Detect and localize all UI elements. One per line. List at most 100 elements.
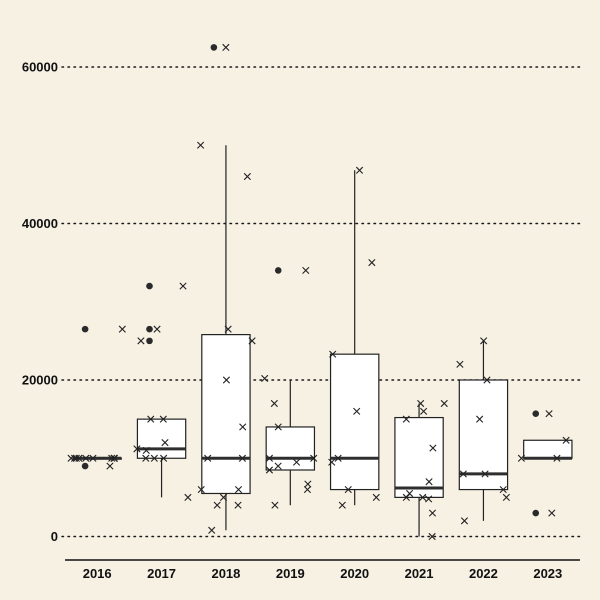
jitter-point (274, 462, 282, 470)
jitter-point (142, 454, 150, 462)
jitter-point (355, 166, 364, 174)
jitter-point (440, 399, 448, 408)
data-points (67, 43, 570, 541)
jitter-point (517, 454, 526, 462)
x-tick-label: 2018 (211, 566, 240, 581)
jitter-point (153, 325, 161, 333)
x-tick-label: 2021 (405, 566, 434, 581)
jitter-point (142, 446, 150, 455)
box-body (523, 439, 573, 459)
jitter-point (428, 532, 436, 541)
jitter-point (456, 360, 464, 368)
boxes (72, 44, 573, 537)
jitter-point (197, 485, 205, 494)
box-body (394, 416, 444, 498)
jitter-point (222, 43, 230, 51)
jitter-point (328, 458, 336, 466)
jitter-point (89, 454, 97, 462)
jitter-point (184, 493, 192, 501)
jitter-point (338, 501, 346, 509)
jitter-point (425, 495, 433, 503)
jitter-point (353, 407, 361, 415)
box-2019 (265, 267, 316, 506)
jitter-point (502, 493, 510, 501)
jitter-point (234, 485, 243, 494)
outlier-point (81, 462, 89, 470)
jitter-point (562, 436, 570, 444)
jitter-point (271, 501, 279, 509)
jitter-point (402, 493, 410, 501)
jitter-point (160, 454, 168, 462)
box-2016 (72, 325, 122, 470)
jitter-point (108, 454, 116, 462)
jitter-point (344, 485, 352, 494)
jitter-point (419, 493, 427, 501)
jitter-point (553, 454, 561, 462)
x-tick-label: 2019 (276, 566, 305, 581)
jitter-point (460, 517, 469, 525)
box-body (201, 334, 251, 495)
jitter-point (219, 493, 228, 501)
outlier-point (532, 509, 540, 517)
jitter-point (310, 454, 318, 462)
jitter-point (67, 454, 75, 462)
jitter-point (82, 454, 90, 462)
jitter-point (75, 454, 83, 462)
jitter-point (118, 325, 126, 333)
jitter-point (224, 325, 232, 333)
box-2017 (136, 282, 187, 498)
outlier-point (532, 410, 540, 417)
box-body (265, 426, 316, 471)
jitter-point (72, 454, 80, 462)
jitter-point (428, 509, 437, 517)
jitter-point (213, 501, 221, 509)
jitter-point (239, 423, 247, 431)
jitter-point (480, 337, 488, 345)
jitter-point (459, 470, 467, 478)
jitter-point (110, 454, 118, 462)
outlier-point (146, 282, 153, 290)
jitter-point (147, 415, 155, 423)
outlier-point (274, 267, 282, 274)
outlier-point (146, 325, 153, 333)
x-tick-label: 2022 (469, 566, 498, 581)
jitter-point (292, 458, 301, 466)
box-2023 (523, 410, 573, 517)
jitter-point (368, 259, 376, 267)
jitter-point (417, 399, 425, 408)
jitter-point (483, 376, 491, 384)
jitter-point (248, 337, 256, 345)
jitter-point (150, 454, 158, 462)
jitter-point (425, 478, 433, 486)
y-tick-label: 20000 (22, 373, 58, 388)
jitter-point (133, 445, 141, 453)
jitter-point (161, 439, 169, 447)
jitter-point (304, 480, 312, 488)
x-tick-label: 2017 (147, 566, 176, 581)
box-body (458, 379, 509, 491)
box-body (136, 418, 187, 459)
jitter-point (499, 485, 507, 494)
outlier-point (210, 44, 218, 51)
jitter-point (476, 415, 484, 423)
jitter-point (204, 454, 212, 462)
jitter-point (302, 266, 310, 275)
jitter-point (402, 415, 410, 423)
outlier-point (146, 337, 153, 345)
y-tick-label: 60000 (22, 59, 58, 74)
jitter-point (234, 501, 242, 509)
jitter-point (238, 454, 247, 462)
box-2021 (394, 403, 444, 537)
jitter-point (137, 337, 145, 345)
jitter-point (274, 423, 282, 431)
y-axis-tick-labels: 0 20000 40000 60000 (22, 59, 58, 544)
jitter-point (265, 454, 274, 462)
jitter-point (208, 526, 216, 534)
jitter-point (545, 410, 553, 418)
box-2022 (458, 340, 509, 521)
jitter-point (243, 172, 251, 181)
jitter-point (429, 444, 437, 452)
jitter-point (372, 493, 380, 501)
